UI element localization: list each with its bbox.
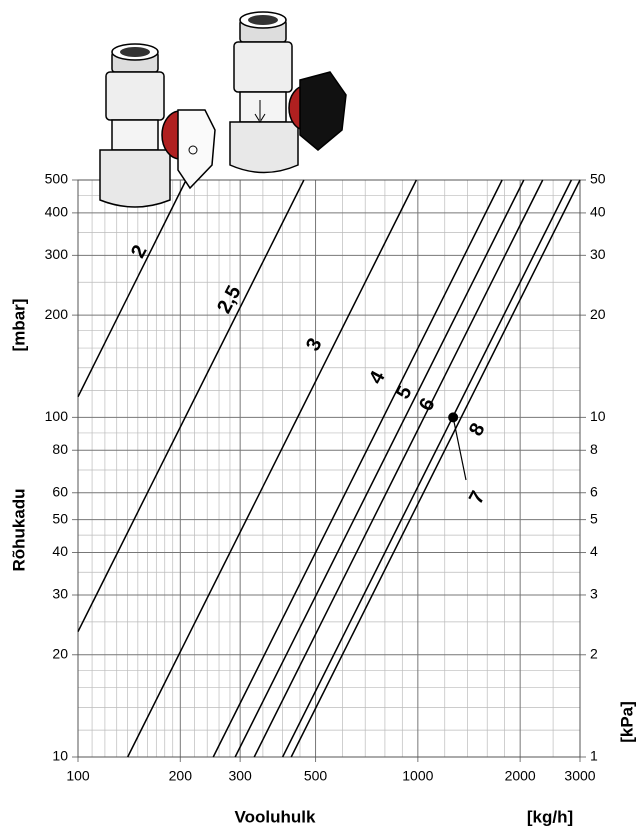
x-tick-label: 3000	[564, 768, 595, 784]
y2-tick-label: 30	[590, 246, 606, 262]
line-label: 6	[415, 395, 440, 415]
y2-tick-label: 10	[590, 408, 606, 424]
y-tick-label: 10	[52, 748, 68, 764]
plot-area: 100 200 300 500 1000 2000 3000 10 20 30 40 50 60 80 10…	[45, 171, 606, 784]
series-line	[77, 179, 305, 632]
valve-illustration	[99, 11, 347, 208]
series-line	[290, 179, 581, 758]
y2-tick-label: 2	[590, 645, 598, 661]
y-tick-label: 50	[52, 510, 68, 526]
y2-tick-label: 40	[590, 204, 606, 220]
y2-axis-unit: [kPa]	[617, 701, 636, 743]
y2-tick-label: 6	[590, 483, 598, 499]
y-axis-title: Rõhukadu	[9, 488, 28, 571]
y-tick-label: 30	[52, 586, 68, 602]
line-label: 4	[365, 367, 390, 388]
y2-tick-label: 5	[590, 510, 598, 526]
operating-point	[448, 412, 459, 423]
line-label: 5	[392, 383, 417, 403]
y2-tick-label: 3	[590, 586, 598, 602]
plot-frame	[77, 179, 581, 758]
x-tick-label: 2000	[505, 768, 536, 784]
y2-tick-label: 20	[590, 306, 606, 322]
line-label: 7	[465, 488, 490, 508]
y-tick-label: 40	[52, 543, 68, 559]
y-axis-unit: [mbar]	[9, 299, 28, 352]
line-label: 2	[127, 242, 152, 262]
y2-tick-label: 1	[590, 748, 598, 764]
x-axis-title: Vooluhulk	[235, 807, 316, 826]
line-label: 2,5	[213, 282, 245, 317]
series-line	[126, 179, 418, 758]
series-line	[234, 179, 525, 758]
x-tick-label: 300	[228, 768, 252, 784]
leader-line	[452, 417, 467, 481]
x-tick-label: 500	[304, 768, 328, 784]
series-line	[281, 179, 573, 758]
x-tick-label: 200	[169, 768, 193, 784]
x-tick-label: 1000	[402, 768, 433, 784]
line-label: 3	[302, 335, 327, 355]
y2-tick-label: 50	[590, 171, 606, 187]
y2-tick-label: 8	[590, 441, 598, 457]
y-tick-label: 300	[45, 246, 69, 262]
series-line	[77, 179, 187, 398]
series-line	[212, 179, 503, 758]
y-tick-label: 100	[45, 408, 69, 424]
x-axis-unit: [kg/h]	[527, 807, 573, 826]
x-tick-label: 100	[66, 768, 90, 784]
series-line	[253, 179, 544, 758]
y-tick-label: 80	[52, 441, 68, 457]
line-label: 8	[465, 420, 490, 440]
y-tick-label: 500	[45, 171, 69, 187]
y-tick-label: 400	[45, 204, 69, 220]
y2-tick-label: 4	[590, 543, 598, 559]
y-tick-label: 20	[52, 645, 68, 661]
y-tick-label: 200	[45, 306, 69, 322]
y-tick-label: 60	[52, 483, 68, 499]
